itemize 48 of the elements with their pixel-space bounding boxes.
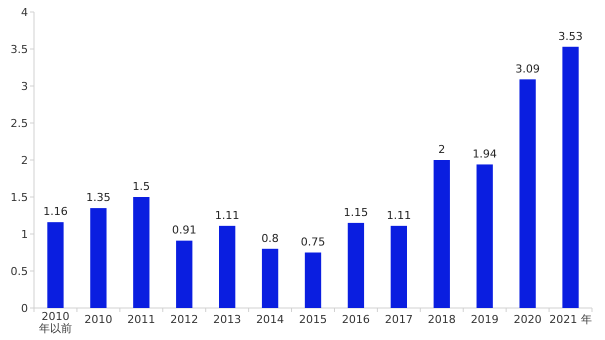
data-label: 2 [438, 143, 446, 156]
data-label: 0.75 [300, 236, 326, 248]
x-tick-label: 2020 [514, 313, 542, 326]
data-label: 1.94 [472, 147, 497, 160]
bar [133, 197, 150, 308]
x-tick-label: 2019 [470, 313, 499, 326]
x-tick-label: 2015 [299, 313, 327, 326]
x-tick-label: 2016 [342, 313, 370, 326]
x-tick-label: 2010 年以前 [38, 310, 72, 335]
bar [434, 160, 450, 308]
y-tick-label: 1.5 [10, 191, 28, 204]
data-label: 3.53 [558, 30, 583, 43]
bar [519, 79, 536, 308]
data-label: 1.11 [386, 208, 412, 222]
bar [262, 248, 278, 308]
y-tick-label: 3.5 [10, 43, 28, 56]
bar [304, 252, 322, 308]
data-label: 0.8 [261, 232, 279, 245]
x-tick-label: 2011 [127, 313, 156, 326]
x-tick-label: 2012 [170, 313, 198, 326]
bar [90, 208, 107, 308]
bar [390, 226, 407, 308]
data-label: 1.5 [132, 180, 150, 193]
x-tick-label: 2010 [84, 313, 112, 326]
y-tick-label: 2.5 [10, 117, 28, 130]
y-tick-label: 4 [21, 6, 28, 19]
y-tick-label: 2 [21, 154, 28, 167]
data-label: 1.15 [344, 206, 368, 219]
y-tick-label: 1 [21, 228, 28, 241]
y-tick-label: 0 [21, 302, 28, 315]
data-label: 1.11 [214, 208, 240, 222]
data-label: 1.35 [86, 191, 111, 204]
x-tick-label: 2014 [256, 313, 284, 326]
y-tick-label: 3 [21, 80, 28, 93]
bar [562, 46, 579, 308]
bar [47, 222, 64, 308]
data-label: 0.91 [172, 224, 196, 237]
bar [219, 226, 236, 308]
bar [348, 222, 364, 308]
data-label: 1.16 [43, 205, 68, 218]
x-tick-label: 2018 [428, 313, 456, 326]
bar [176, 240, 192, 308]
x-tick-label: 2017 [384, 313, 413, 326]
x-tick-label: 2013 [213, 313, 242, 326]
x-tick-label: 2021 年 [549, 313, 592, 326]
y-tick-label: 0.5 [10, 265, 28, 278]
data-label: 3.09 [515, 62, 540, 76]
bar [476, 164, 493, 308]
